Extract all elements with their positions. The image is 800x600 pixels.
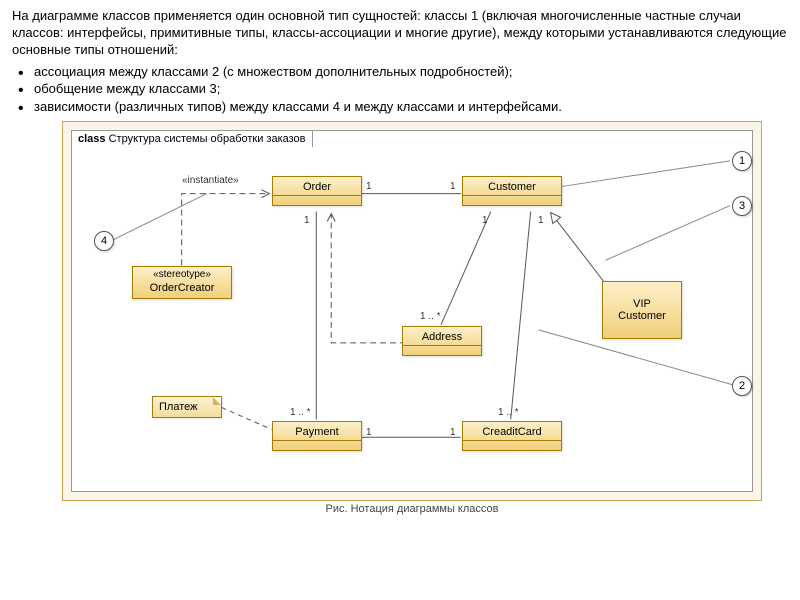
mult-order-cust-a: 1 (366, 181, 372, 192)
mult-cust-addr-b: 1 .. * (420, 311, 441, 322)
class-creditcard: CreaditCard (462, 421, 562, 451)
mult-cust-cc-a: 1 (538, 215, 544, 226)
class-address: Address (402, 326, 482, 356)
callout-2: 2 (732, 376, 752, 396)
note-payment: Платеж (152, 396, 222, 418)
class-payment-label: Payment (273, 424, 361, 440)
mult-cust-cc-b: 1 .. * (498, 407, 519, 418)
class-address-label: Address (403, 329, 481, 345)
bullet-3: зависимости (различных типов) между клас… (16, 98, 788, 116)
mult-cust-addr-a: 1 (482, 215, 488, 226)
intro-text: На диаграмме классов применяется один ос… (12, 8, 788, 59)
mult-order-pay-b: 1 .. * (290, 407, 311, 418)
note-payment-label: Платеж (159, 401, 197, 413)
diagram-frame: class Структура системы обработки заказо… (62, 121, 762, 501)
diagram-caption: Рис. Нотация диаграммы классов (62, 503, 762, 515)
bullet-1: ассоциация между классами 2 (с множество… (16, 63, 788, 81)
class-ordercreator-label: OrderCreator (133, 280, 231, 296)
callout-3: 3 (732, 196, 752, 216)
diagram-title: Структура системы обработки заказов (109, 133, 306, 145)
class-vip: VIP Customer (602, 281, 682, 339)
mult-order-cust-b: 1 (450, 181, 456, 192)
class-order: Order (272, 176, 362, 206)
class-vip-label: VIP Customer (603, 296, 681, 324)
mult-pay-cc-b: 1 (450, 427, 456, 438)
diagram-title-prefix: class (78, 133, 106, 145)
bullet-list: ассоциация между классами 2 (с множество… (16, 63, 788, 116)
class-creditcard-label: CreaditCard (463, 424, 561, 440)
class-payment: Payment (272, 421, 362, 451)
diagram-title-tab: class Структура системы обработки заказо… (71, 130, 313, 147)
mult-pay-cc-a: 1 (366, 427, 372, 438)
bullet-2: обобщение между классами 3; (16, 80, 788, 98)
class-customer-label: Customer (463, 179, 561, 195)
class-ordercreator-stereo: «stereotype» (133, 269, 231, 280)
label-instantiate: «instantiate» (182, 175, 239, 186)
class-ordercreator: «stereotype» OrderCreator (132, 266, 232, 299)
class-customer: Customer (462, 176, 562, 206)
class-order-label: Order (273, 179, 361, 195)
mult-order-pay-a: 1 (304, 215, 310, 226)
callout-4: 4 (94, 231, 114, 251)
diagram-canvas: class Структура системы обработки заказо… (71, 130, 753, 492)
callout-1: 1 (732, 151, 752, 171)
